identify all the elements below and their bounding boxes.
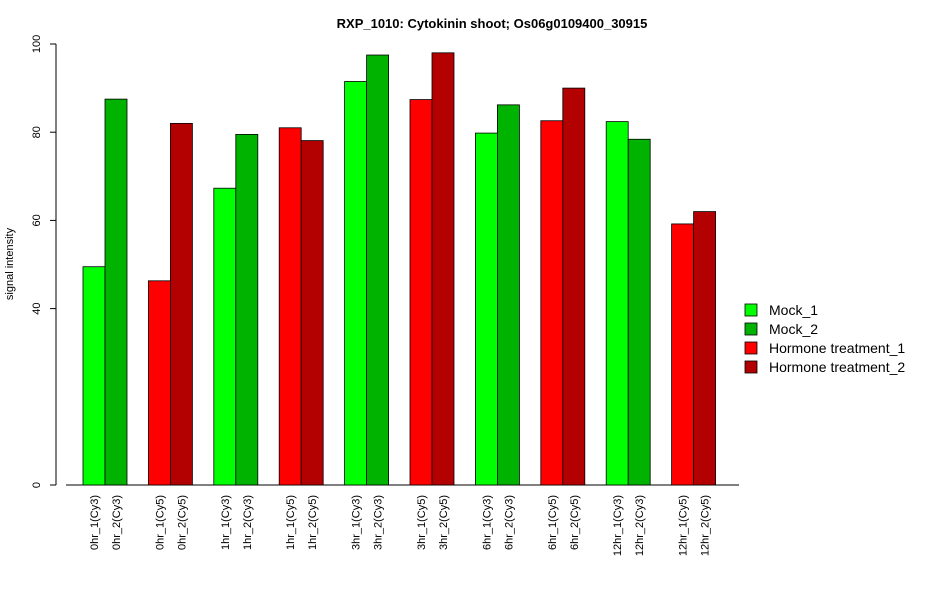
bar [496,104,520,486]
x-tick-label: 0hr_1(Cy5) [154,495,166,550]
x-tick-label: 12hr_2(Cy5) [700,495,712,556]
x-tick-label: 3hr_1(Cy5) [416,495,428,550]
legend-swatch [744,341,758,355]
x-tick-label: 1hr_2(Cy3) [242,495,254,550]
x-tick-label: 3hr_2(Cy5) [438,495,450,550]
bar [540,120,564,486]
chart-title: RXP_1010: Cytokinin shoot; Os06g0109400_… [337,16,648,31]
legend-swatch [744,303,758,317]
bar [366,54,390,486]
bar [169,122,193,486]
y-tick-label: 100 [31,35,43,53]
x-tick-label: 12hr_1(Cy3) [612,495,624,556]
bar [474,132,498,486]
bar [104,98,128,486]
x-tick-label: 3hr_1(Cy3) [351,495,363,550]
y-tick-label: 80 [31,126,43,138]
bar [431,52,455,486]
bar [147,280,171,486]
bar [213,187,237,486]
x-tick-label: 1hr_1(Cy5) [285,495,297,550]
legend-label: Mock_2 [769,321,818,337]
bar [627,138,651,486]
x-tick-label: 0hr_1(Cy3) [89,495,101,550]
x-tick-label: 3hr_2(Cy3) [373,495,385,550]
bar [344,81,368,486]
legend-label: Hormone treatment_2 [769,359,905,375]
bar [235,134,259,486]
bar [82,266,106,486]
bar [278,127,302,486]
legend-swatch [744,360,758,374]
x-tick-label: 12hr_2(Cy3) [634,495,646,556]
bar [605,121,629,486]
bar [300,140,324,486]
bar [562,87,586,486]
x-tick-label: 12hr_1(Cy5) [678,495,690,556]
x-tick-label: 6hr_1(Cy3) [481,495,493,550]
y-tick-label: 0 [31,482,43,488]
x-tick-labels: 0hr_1(Cy3) 0hr_2(Cy3) 0hr_1(Cy5) 0hr_2(Cy5)… [89,495,712,556]
y-tick-label: 40 [31,302,43,314]
x-tick-label: 0hr_2(Cy5) [176,495,188,550]
legend-swatch [744,322,758,336]
x-tick-label: 1hr_1(Cy3) [220,495,232,550]
x-tick-label: 0hr_2(Cy3) [111,495,123,550]
y-axis-label: signal intensity [4,227,16,300]
bar [671,223,694,486]
x-tick-label: 1hr_2(Cy5) [307,495,319,550]
legend-label: Mock_1 [769,302,818,318]
x-tick-label: 6hr_2(Cy5) [569,495,581,550]
x-tick-label: 6hr_2(Cy3) [503,495,515,550]
y-tick-label: 60 [31,214,43,226]
y-axis: 0 40 60 80 100 [31,35,57,488]
legend: Mock_1 Mock_2 Hormone treatment_1 Hormone t… [744,302,905,375]
bar [409,99,433,486]
bars-group [82,52,716,486]
bar [693,211,716,486]
legend-label: Hormone treatment_1 [769,340,905,356]
x-tick-label: 6hr_1(Cy5) [547,495,559,550]
